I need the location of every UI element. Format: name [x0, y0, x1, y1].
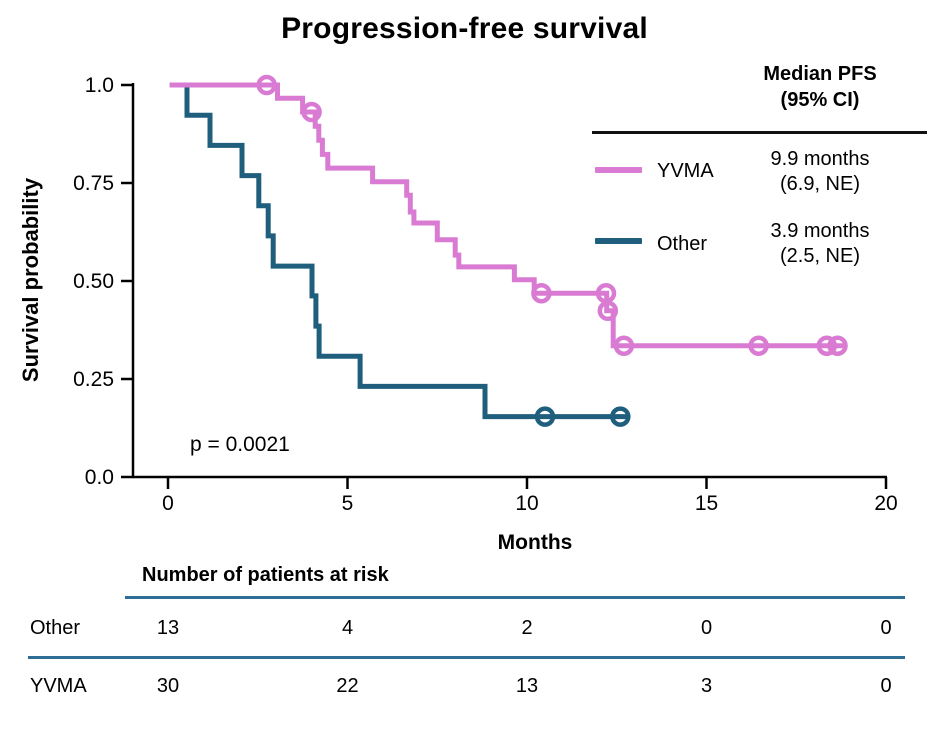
legend-header: Median PFS (95% CI)	[700, 61, 929, 113]
censor-mark-yvma	[531, 282, 552, 304]
km-curve-yvma	[169, 82, 847, 349]
y-tick-label: 1.0	[85, 74, 114, 97]
censor-mark-other	[534, 406, 556, 427]
legend-separator-line	[592, 131, 927, 134]
censor-mark-yvma	[256, 74, 277, 96]
censor-mark-other	[610, 406, 631, 427]
y-tick-label: 0.50	[73, 270, 114, 293]
risk-table-header: Number of patients at risk	[142, 564, 389, 586]
yvma-median: 9.9 months	[770, 148, 870, 170]
censor-mark-yvma	[613, 335, 635, 356]
censor-mark-yvma	[827, 335, 848, 356]
km-curve-other	[169, 82, 628, 420]
legend-swatch-other	[595, 238, 642, 244]
x-tick-label: 20	[874, 492, 897, 515]
censor-mark-yvma	[816, 335, 838, 356]
legend-header-line2: (95% CI)	[780, 89, 860, 111]
risk-table-rule-top	[125, 596, 905, 599]
legend-label-other: Other	[657, 233, 708, 255]
x-axis-title: Months	[497, 531, 573, 554]
x-tick-label: 15	[695, 492, 718, 515]
yvma-ci: (6.9, NE)	[779, 173, 861, 195]
x-tick-label: 0	[162, 492, 174, 515]
censor-mark-yvma	[597, 300, 619, 322]
chart-title: Progression-free survival	[281, 12, 648, 45]
legend-value-yvma: 9.9 months (6.9, NE)	[730, 147, 910, 197]
p-value-annotation: p = 0.0021	[190, 433, 290, 456]
risk-row-label-other: Other	[30, 617, 81, 639]
censor-mark-yvma	[301, 101, 322, 123]
legend-header-line1: Median PFS	[763, 63, 877, 85]
other-median: 3.9 months	[770, 220, 870, 242]
risk-row-label-yvma: YVMA	[30, 675, 87, 697]
legend-swatch-yvma	[595, 167, 642, 173]
y-tick-label: 0.0	[85, 466, 114, 489]
x-tick-label: 10	[515, 492, 538, 515]
censor-mark-yvma	[748, 335, 769, 356]
legend-label-yvma: YVMA	[657, 160, 714, 182]
y-tick-label: 0.25	[73, 368, 114, 391]
risk-table-rule-middle	[28, 656, 905, 659]
y-tick-label: 0.75	[73, 172, 114, 195]
legend-value-other: 3.9 months (2.5, NE)	[730, 219, 910, 269]
x-tick-label: 5	[342, 492, 354, 515]
other-ci: (2.5, NE)	[779, 245, 861, 267]
